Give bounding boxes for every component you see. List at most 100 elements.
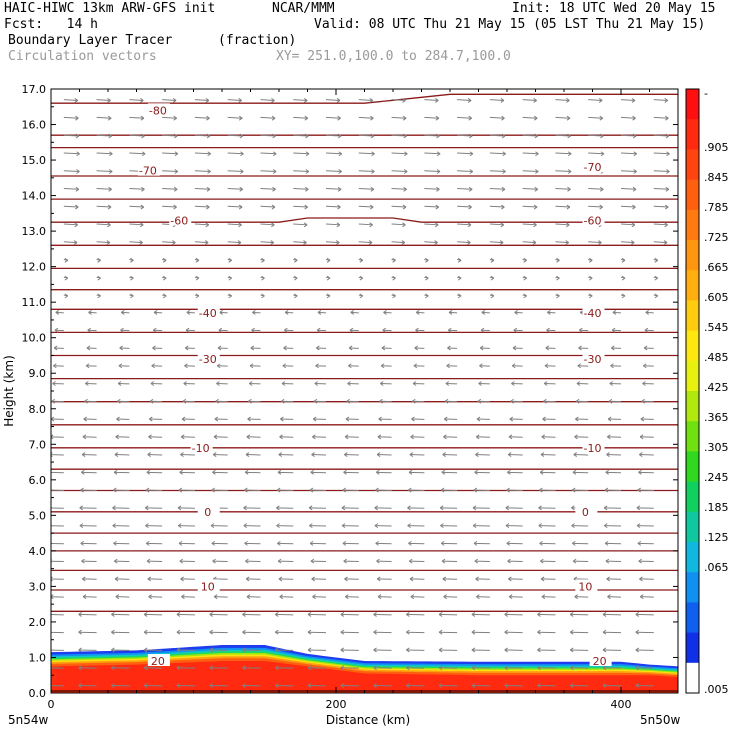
vector-arrowhead bbox=[326, 257, 331, 263]
vector-arrowhead bbox=[588, 257, 593, 263]
vector-arrowhead bbox=[474, 558, 479, 564]
vector-arrowhead bbox=[309, 523, 313, 529]
vector-arrow bbox=[522, 205, 538, 208]
vector-arrowhead bbox=[535, 169, 539, 174]
vector-arrowhead bbox=[272, 169, 277, 174]
vector-arrowhead bbox=[176, 665, 181, 671]
vector-arrow bbox=[457, 241, 471, 244]
vector-arrow bbox=[96, 170, 113, 173]
vector-arrowhead bbox=[588, 293, 593, 299]
vector-arrowhead bbox=[434, 222, 439, 228]
vector-arrow bbox=[620, 241, 635, 244]
colorbar-swatch bbox=[686, 89, 699, 120]
vector-arrowhead bbox=[195, 293, 200, 299]
vector-arrowhead bbox=[383, 310, 387, 315]
vector-arrow bbox=[227, 205, 243, 208]
contour-label-bg bbox=[169, 213, 192, 226]
vector-arrowhead bbox=[338, 151, 343, 157]
vector-arrowhead bbox=[480, 327, 485, 333]
vector-arrowhead bbox=[411, 398, 416, 404]
vector-arrow bbox=[227, 99, 242, 101]
vector-arrowhead bbox=[540, 558, 544, 564]
vector-arrow bbox=[620, 187, 637, 190]
vector-arrowhead bbox=[438, 612, 443, 617]
vector-arrowhead bbox=[346, 398, 350, 404]
vector-arrowhead bbox=[52, 381, 56, 386]
vector-arrowhead bbox=[533, 204, 538, 210]
vector-arrow bbox=[555, 152, 572, 155]
colorbar-label: - bbox=[704, 87, 708, 100]
vector-arrowhead bbox=[539, 469, 544, 475]
contour-label-bg bbox=[582, 160, 605, 173]
vector-arrowhead bbox=[438, 629, 443, 635]
vector-arrow bbox=[457, 134, 473, 137]
vector-arrowhead bbox=[277, 558, 282, 564]
vector-arrow bbox=[358, 205, 374, 208]
vector-arrowhead bbox=[336, 98, 341, 103]
vector-arrow bbox=[424, 152, 441, 155]
vector-arrowhead bbox=[392, 293, 396, 299]
vector-arrowhead bbox=[341, 523, 346, 529]
y-tick-label: 4.0 bbox=[29, 545, 47, 558]
vector-arrowhead bbox=[639, 434, 644, 440]
vector-arrow bbox=[391, 205, 407, 208]
vector-arrow bbox=[96, 134, 112, 137]
contour-label-bg bbox=[137, 163, 160, 176]
vector-arrowhead bbox=[348, 345, 353, 351]
vector-arrowhead bbox=[403, 133, 408, 139]
vector-arrowhead bbox=[185, 327, 190, 333]
vector-arrow bbox=[129, 223, 144, 226]
vector-arrowhead bbox=[598, 240, 602, 245]
vector-arrowhead bbox=[118, 363, 123, 369]
vector-arrowhead bbox=[172, 240, 176, 245]
vector-arrowhead bbox=[147, 452, 151, 457]
vector-arrowhead bbox=[639, 594, 644, 600]
vector-arrowhead bbox=[605, 469, 609, 475]
vector-arrowhead bbox=[46, 648, 49, 652]
vector-arrow bbox=[129, 241, 143, 244]
vector-arrow bbox=[457, 99, 472, 101]
vector-arrowhead bbox=[537, 647, 541, 653]
vector-arrowhead bbox=[392, 257, 396, 263]
vector-arrowhead bbox=[635, 612, 640, 617]
vector-arrowhead bbox=[311, 452, 315, 457]
vector-arrowhead bbox=[406, 612, 410, 617]
vector-arrowhead bbox=[343, 469, 347, 475]
vector-arrow bbox=[162, 170, 178, 173]
vector-arrow bbox=[457, 152, 473, 155]
vector-arrowhead bbox=[242, 612, 246, 617]
vector-arrowhead bbox=[436, 186, 440, 192]
vector-arrowhead bbox=[565, 240, 569, 245]
vector-arrowhead bbox=[340, 612, 345, 617]
vector-arrowhead bbox=[108, 186, 112, 192]
vector-arrow bbox=[96, 116, 112, 119]
vector-arrowhead bbox=[211, 540, 216, 546]
vector-arrow bbox=[424, 223, 439, 226]
contour-label-bg bbox=[197, 305, 220, 318]
vector-arrowhead bbox=[542, 416, 546, 422]
vector-arrowhead bbox=[444, 398, 449, 404]
vector-arrowhead bbox=[406, 683, 410, 688]
vector-arrowhead bbox=[274, 612, 279, 617]
colorbar-swatch bbox=[686, 481, 699, 513]
vector-arrow bbox=[96, 205, 112, 208]
vector-arrowhead bbox=[600, 151, 605, 157]
vector-arrowhead bbox=[271, 115, 276, 121]
vector-arrowhead bbox=[78, 665, 82, 671]
vector-arrowhead bbox=[64, 275, 69, 281]
vector-arrowhead bbox=[440, 523, 444, 529]
contour-label: -40 bbox=[584, 307, 602, 320]
vector-arrowhead bbox=[504, 665, 508, 671]
vector-arrow bbox=[457, 223, 471, 226]
vector-arrowhead bbox=[636, 505, 641, 511]
vector-arrowhead bbox=[176, 683, 181, 688]
vector-arrowhead bbox=[111, 665, 115, 671]
vector-arrow bbox=[555, 99, 570, 101]
vector-arrowhead bbox=[567, 151, 572, 157]
colorbar-label: .065 bbox=[704, 561, 729, 574]
vector-arrowhead bbox=[340, 629, 345, 635]
vector-arrow bbox=[293, 152, 310, 155]
vector-arrowhead bbox=[359, 293, 364, 299]
vector-arrowhead bbox=[242, 665, 246, 671]
vector-arrowhead bbox=[244, 469, 249, 475]
